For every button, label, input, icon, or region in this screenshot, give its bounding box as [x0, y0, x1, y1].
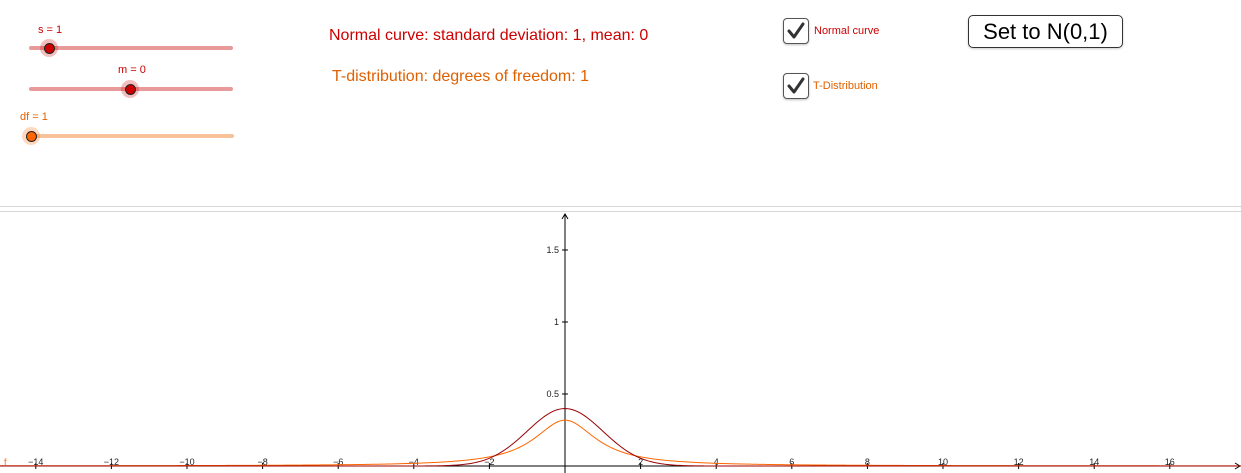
checkmark-icon	[787, 22, 805, 39]
x-tick-label: 12	[1014, 457, 1024, 467]
panel-divider	[0, 206, 1241, 207]
x-tick-label: 6	[789, 457, 794, 467]
checkmark-icon	[787, 77, 805, 94]
x-tick-label: −6	[333, 457, 343, 467]
x-tick-label: 8	[865, 457, 870, 467]
y-tick-label: 1	[554, 317, 559, 327]
t-distribution-caption: T-distribution: degrees of freedom: 1	[332, 68, 590, 85]
set-to-n01-button[interactable]: Set to N(0,1)	[968, 15, 1123, 48]
x-tick-label: −8	[257, 457, 267, 467]
slider-df-handle[interactable]	[26, 131, 37, 142]
x-tick-label: −10	[179, 457, 194, 467]
t-distribution-checkbox-label[interactable]: T-Distribution	[813, 80, 878, 92]
graphics-view[interactable]: −14 −12 −10 −8 −6 −4 −2 2 4 6 8 10 12 14 16 0.5 1 1.5 f	[0, 212, 1241, 473]
x-tick-label: 10	[938, 457, 948, 467]
panel-divider-lower	[0, 211, 1241, 212]
x-tick-label: −14	[28, 457, 43, 467]
slider-m-label: m = 0	[118, 64, 146, 76]
x-tick-label: 14	[1089, 457, 1099, 467]
t-distribution-checkbox[interactable]	[783, 73, 809, 99]
x-tick-label: −2	[484, 457, 494, 467]
normal-curve-checkbox[interactable]	[783, 18, 809, 44]
control-panel: s = 1 m = 0 df = 1 Normal curve: standar…	[0, 0, 1241, 207]
function-label: f	[4, 457, 7, 467]
slider-s-track[interactable]	[29, 46, 233, 50]
slider-m[interactable]: m = 0	[20, 62, 240, 102]
x-tick-label: 2	[638, 457, 643, 467]
slider-df-label: df = 1	[20, 111, 48, 123]
slider-df-track[interactable]	[30, 134, 234, 138]
normal-curve-checkbox-label[interactable]: Normal curve	[814, 25, 880, 37]
x-tick-label: −4	[409, 457, 419, 467]
y-tick-label: 0.5	[546, 389, 559, 399]
y-tick-label: 1.5	[546, 245, 559, 255]
x-tick-label: 16	[1165, 457, 1175, 467]
y-axis-arrow-icon	[561, 213, 569, 220]
x-tick-label: −12	[104, 457, 119, 467]
slider-df[interactable]: df = 1	[10, 110, 240, 150]
normal-curve-caption: Normal curve: standard deviation: 1, mea…	[329, 27, 649, 44]
normal-curve	[0, 408, 1241, 467]
slider-s-handle[interactable]	[44, 43, 55, 54]
slider-s[interactable]: s = 1	[20, 20, 240, 60]
slider-m-handle[interactable]	[125, 84, 136, 95]
slider-s-label: s = 1	[38, 24, 63, 36]
x-tick-label: 4	[714, 457, 719, 467]
